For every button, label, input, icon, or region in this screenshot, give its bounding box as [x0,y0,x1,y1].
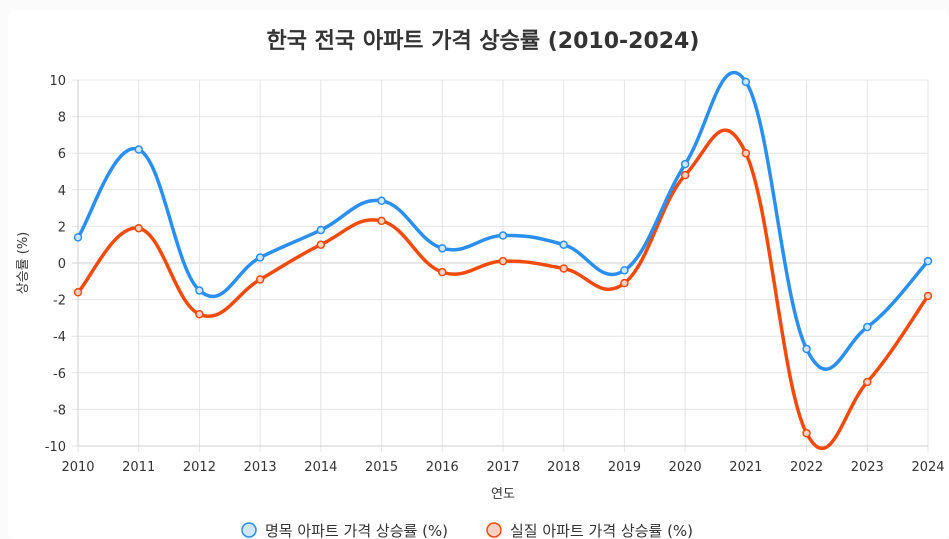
data-point[interactable] [802,344,811,354]
data-point[interactable] [255,275,265,284]
x-tick-label: 2020 [669,460,702,475]
y-tick-label: 4 [58,184,66,199]
x-axis-ticks: 2010 2011 2012 2013 2014 2015 2016 2017 2018 2019… [61,460,944,475]
data-point[interactable] [498,231,508,240]
data-point[interactable] [559,264,568,273]
data-point[interactable] [377,196,386,206]
data-point[interactable] [923,256,933,266]
data-point[interactable] [498,256,508,266]
x-tick-label: 2022 [790,460,823,475]
x-tick-label: 2024 [911,460,944,475]
data-point[interactable] [195,309,204,319]
data-point[interactable] [620,278,629,288]
legend-marker [241,522,257,538]
data-point[interactable] [134,223,143,233]
x-tick-label: 2023 [851,460,884,475]
data-point[interactable] [73,233,83,242]
data-point[interactable] [680,159,690,169]
y-axis-label: 상승률 (%) [16,232,31,295]
legend-label: 실질 아파트 가격 상승률 (%) [510,522,693,539]
grid-lines [72,79,929,452]
x-tick-label: 2017 [486,460,519,475]
series-group [73,71,933,451]
y-tick-label: -8 [53,403,66,418]
x-tick-label: 2019 [608,460,641,475]
series-line [76,71,930,371]
y-tick-label: -2 [53,294,66,309]
data-point[interactable] [559,240,568,249]
x-tick-label: 2015 [365,460,398,475]
data-point[interactable] [73,288,83,297]
data-point[interactable] [923,291,933,301]
y-tick-label: -4 [53,330,66,345]
x-tick-label: 2013 [244,460,277,475]
legend-marker [486,522,502,538]
y-tick-label: 10 [49,74,66,89]
series-real [73,128,933,451]
data-point[interactable] [680,170,690,180]
data-point[interactable] [255,253,265,262]
legend-label: 명목 아파트 가격 상승률 (%) [265,522,448,539]
legend-item-real[interactable]: 실질 아파트 가격 상승률 (%) [486,522,693,539]
x-axis-label: 연도 [491,487,515,502]
x-tick-label: 2014 [304,460,337,475]
chart-title: 한국 전국 아파트 가격 상승률 (2010-2024) [267,29,700,54]
data-point[interactable] [195,286,204,295]
data-point[interactable] [316,225,326,235]
x-tick-label: 2010 [61,460,94,475]
data-point[interactable] [438,244,447,253]
data-point[interactable] [438,267,447,277]
data-point[interactable] [863,377,872,387]
data-point[interactable] [316,240,326,249]
series-nominal [73,71,933,371]
data-point[interactable] [134,145,143,154]
data-point[interactable] [863,322,872,332]
y-tick-label: -6 [53,367,66,382]
legend[interactable]: 명목 아파트 가격 상승률 (%) 실질 아파트 가격 상승률 (%) [241,522,693,539]
x-tick-label: 2021 [729,460,762,475]
y-tick-label: 8 [58,111,66,126]
x-tick-label: 2012 [183,460,216,475]
x-tick-label: 2018 [547,460,580,475]
legend-item-nominal[interactable]: 명목 아파트 가격 상승률 (%) [241,522,448,539]
y-tick-label: -10 [45,440,66,455]
data-point[interactable] [741,77,751,87]
chart-card [8,10,949,539]
y-axis-ticks: 10 8 6 4 2 0 -2 -4 -6 -8 -10 [45,74,66,455]
x-tick-label: 2011 [122,460,155,475]
y-tick-label: 0 [58,257,66,272]
y-tick-label: 2 [58,220,66,235]
x-tick-label: 2016 [426,460,459,475]
data-point[interactable] [741,148,751,158]
y-tick-label: 6 [58,147,66,162]
data-point[interactable] [620,266,629,275]
data-point[interactable] [377,216,386,226]
series-line [76,128,930,451]
data-point[interactable] [802,428,811,438]
